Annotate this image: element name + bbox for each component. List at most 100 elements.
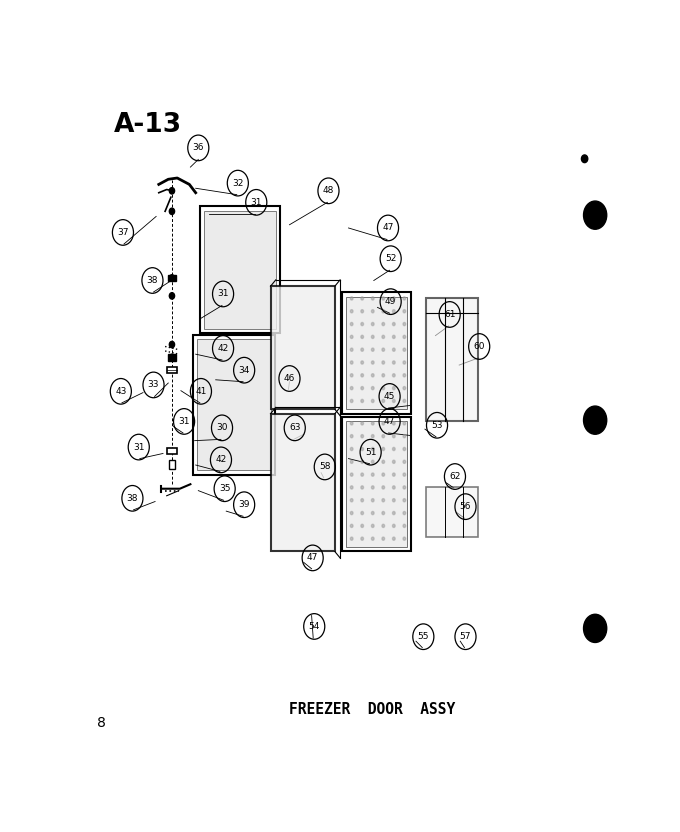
Circle shape xyxy=(382,374,385,377)
Text: 55: 55 xyxy=(418,632,429,641)
Circle shape xyxy=(392,374,395,377)
Circle shape xyxy=(403,310,406,313)
Circle shape xyxy=(169,187,175,194)
Text: 58: 58 xyxy=(319,463,330,472)
Circle shape xyxy=(371,486,374,489)
Circle shape xyxy=(392,422,395,425)
Text: 42: 42 xyxy=(218,344,228,353)
Circle shape xyxy=(371,348,374,351)
Circle shape xyxy=(382,422,385,425)
Circle shape xyxy=(382,310,385,313)
Circle shape xyxy=(392,348,395,351)
Circle shape xyxy=(371,310,374,313)
Bar xyxy=(168,354,176,360)
Text: 8: 8 xyxy=(97,716,105,730)
Circle shape xyxy=(361,448,364,451)
Circle shape xyxy=(583,406,607,434)
Text: 33: 33 xyxy=(148,380,159,389)
Text: 51: 51 xyxy=(365,448,377,457)
Bar xyxy=(346,422,407,547)
Circle shape xyxy=(382,434,385,438)
Circle shape xyxy=(382,473,385,476)
Circle shape xyxy=(350,460,353,463)
Circle shape xyxy=(371,524,374,527)
Circle shape xyxy=(583,614,607,642)
Text: 35: 35 xyxy=(219,484,231,493)
Circle shape xyxy=(392,310,395,313)
Circle shape xyxy=(382,460,385,463)
Text: 41: 41 xyxy=(195,387,207,396)
Text: 47: 47 xyxy=(382,224,394,232)
Text: 53: 53 xyxy=(431,421,443,430)
Text: 52: 52 xyxy=(385,255,396,263)
Bar xyxy=(271,286,335,409)
Circle shape xyxy=(382,524,385,527)
Circle shape xyxy=(361,335,364,339)
Text: 45: 45 xyxy=(384,392,395,401)
Circle shape xyxy=(350,512,353,515)
Circle shape xyxy=(361,297,364,300)
Text: 39: 39 xyxy=(239,500,250,509)
Bar xyxy=(169,460,175,469)
Text: FREEZER  DOOR  ASSY: FREEZER DOOR ASSY xyxy=(289,702,456,717)
Circle shape xyxy=(350,323,353,325)
Circle shape xyxy=(350,498,353,502)
Circle shape xyxy=(350,537,353,540)
Circle shape xyxy=(350,361,353,364)
Circle shape xyxy=(403,374,406,377)
Circle shape xyxy=(403,335,406,339)
Circle shape xyxy=(361,434,364,438)
Text: 60: 60 xyxy=(473,342,485,351)
Circle shape xyxy=(361,387,364,389)
Circle shape xyxy=(382,537,385,540)
Bar xyxy=(426,487,478,537)
Circle shape xyxy=(392,335,395,339)
Bar xyxy=(193,335,275,474)
Circle shape xyxy=(403,422,406,425)
Circle shape xyxy=(392,486,395,489)
Circle shape xyxy=(392,434,395,438)
Circle shape xyxy=(583,201,607,230)
Circle shape xyxy=(581,155,588,162)
Text: 31: 31 xyxy=(218,290,229,299)
Bar xyxy=(167,367,177,374)
Bar xyxy=(197,339,271,470)
Text: 47: 47 xyxy=(384,417,395,426)
Circle shape xyxy=(361,399,364,403)
Circle shape xyxy=(403,297,406,300)
Text: 48: 48 xyxy=(323,186,334,196)
Circle shape xyxy=(382,297,385,300)
Circle shape xyxy=(392,297,395,300)
Text: 31: 31 xyxy=(178,417,190,426)
Circle shape xyxy=(361,374,364,377)
Bar xyxy=(342,292,411,414)
Circle shape xyxy=(392,537,395,540)
Bar xyxy=(346,296,407,409)
Circle shape xyxy=(403,460,406,463)
Circle shape xyxy=(382,448,385,451)
Text: 31: 31 xyxy=(133,443,145,452)
Circle shape xyxy=(350,387,353,389)
Circle shape xyxy=(361,498,364,502)
Circle shape xyxy=(403,537,406,540)
Text: 57: 57 xyxy=(460,632,471,641)
Circle shape xyxy=(382,399,385,403)
Circle shape xyxy=(350,434,353,438)
Circle shape xyxy=(169,293,175,299)
Circle shape xyxy=(371,434,374,438)
Bar xyxy=(200,206,280,333)
Text: 61: 61 xyxy=(444,310,456,319)
Circle shape xyxy=(392,361,395,364)
Circle shape xyxy=(392,399,395,403)
Circle shape xyxy=(169,275,175,281)
Bar xyxy=(271,414,335,552)
Bar xyxy=(426,299,478,422)
Circle shape xyxy=(392,512,395,515)
Circle shape xyxy=(371,537,374,540)
Circle shape xyxy=(350,335,353,339)
Circle shape xyxy=(371,422,374,425)
Circle shape xyxy=(403,348,406,351)
Circle shape xyxy=(371,387,374,389)
Circle shape xyxy=(361,361,364,364)
Text: 31: 31 xyxy=(250,198,262,207)
